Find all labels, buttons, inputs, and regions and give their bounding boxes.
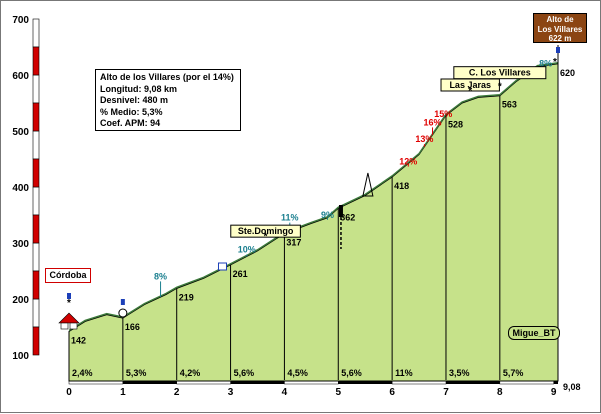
km-elevation-label: 219: [179, 292, 194, 302]
pass-marker-icon: *: [264, 232, 268, 243]
pass-marker-icon: *: [468, 86, 472, 97]
start-flag-icon: [67, 293, 71, 299]
y-tick-label: 200: [12, 295, 29, 306]
climb-info-box: Alto de los Villares (por el 14%) Longit…: [95, 69, 241, 131]
segment-gradient-label: 3,5%: [449, 368, 470, 378]
slope-annotation-label: 9%: [321, 210, 334, 220]
place-label: Las Jaras: [449, 80, 491, 90]
profile-labels: 142 166 219 261 317 362 418 528 563 620 2,4% 5,3% 4,…: [71, 59, 575, 378]
altitude-bar-segment: [32, 18, 40, 48]
summit-label-box: Alto de Los Villares 622 m: [533, 13, 587, 43]
gate-icon: [338, 205, 343, 217]
start-marker-icon: *: [67, 298, 71, 309]
altitude-bar-segment: [32, 326, 40, 356]
stat-length: Longitud: 9,08 km: [100, 83, 178, 94]
roundabout-icon: [118, 308, 128, 318]
profile-marks: **: [58, 45, 560, 380]
slope-annotation-label: 16%: [424, 117, 442, 127]
altitude-bar-segment: [32, 74, 40, 104]
segment-gradient-label: 5,7%: [503, 368, 524, 378]
x-tick-label: 9: [551, 387, 557, 398]
km-elevation-label: 362: [340, 212, 355, 222]
y-tick-label: 600: [12, 71, 29, 82]
segment-gradient-label: 11%: [395, 368, 413, 378]
x-tick-label: 7: [443, 387, 449, 398]
author-badge: Migue_BT: [508, 326, 560, 340]
y-tick-label: 500: [12, 127, 29, 138]
x-tick-label: 2: [174, 387, 180, 398]
y-tick-label: 700: [12, 15, 29, 26]
town-house-icon: [69, 322, 78, 330]
segment-gradient-label: 4,5%: [287, 368, 308, 378]
km-elevation-label: 620: [560, 68, 575, 78]
x-tick-label: 6: [389, 387, 395, 398]
altitude-bar-segment: [32, 270, 40, 300]
pass-marker-icon: *: [498, 82, 502, 93]
altitude-bar-segment: [32, 46, 40, 76]
junction-flag-icon: [120, 299, 125, 305]
slope-annotation-label: 11%: [281, 213, 299, 223]
x-tick-label: 4: [282, 387, 288, 398]
slope-annotation-label: 8%: [539, 59, 552, 69]
km-elevation-label: 563: [502, 100, 517, 110]
start-town-name: Córdoba: [49, 270, 87, 280]
summit-name-line1: Alto de: [546, 15, 574, 24]
altitude-bar-segment: [32, 186, 40, 216]
climb-title: Alto de los Villares (por el 14%): [100, 72, 234, 82]
antenna-tower-icon: [362, 172, 374, 197]
stat-average-gradient: % Medio: 5,3%: [100, 106, 163, 117]
segment-gradient-label: 5,6%: [341, 368, 362, 378]
x-tick-label: 5: [335, 387, 341, 398]
altitude-bar-segment: [32, 214, 40, 244]
town-house-icon: [60, 322, 69, 330]
author-name: Migue_BT: [512, 328, 556, 338]
km-elevation-label: 142: [71, 335, 86, 345]
x-tick-label: 1: [120, 387, 126, 398]
altitude-bar-segment: [32, 298, 40, 328]
summit-flag-icon: [556, 47, 560, 53]
segment-gradient-label: 2,4%: [72, 368, 93, 378]
place-label: C. Los Villares: [469, 68, 531, 78]
slope-annotation-label: 13%: [415, 134, 433, 144]
slope-annotation-label: 8%: [154, 271, 167, 281]
stat-elevation-gain: Desnivel: 480 m: [100, 95, 169, 105]
end-distance-label: 9,08: [563, 382, 581, 392]
stat-apm-coefficient: Coef. APM: 94: [100, 118, 161, 128]
start-town-label: Córdoba: [45, 268, 91, 283]
altitude-bar-segment: [32, 102, 40, 132]
y-tick-label: 300: [12, 239, 29, 250]
km-elevation-label: 317: [286, 237, 301, 247]
profile-ridge-line: [68, 62, 559, 332]
summit-name-line2: Los Villares: [537, 24, 583, 34]
y-tick-label: 100: [12, 351, 29, 362]
slope-annotation-label: 12%: [399, 157, 417, 167]
summit-marker-icon: *: [553, 57, 557, 68]
town-icon: [58, 312, 80, 324]
altitude-bar-segment: [32, 130, 40, 160]
segment-gradient-label: 5,6%: [234, 368, 255, 378]
km-elevation-label: 418: [394, 181, 409, 191]
summit-altitude: 622 m: [548, 34, 572, 43]
slope-annotation-label: 10%: [238, 245, 256, 255]
x-tick-label: 8: [497, 387, 503, 398]
altitude-bar-segment: [32, 158, 40, 188]
x-tick-label: 3: [228, 387, 234, 398]
x-tick-label: 0: [66, 387, 72, 398]
segment-gradient-label: 4,2%: [180, 368, 201, 378]
km-elevation-label: 261: [233, 269, 248, 279]
km-elevation-label: 528: [448, 119, 463, 129]
building-icon: [217, 262, 227, 271]
altitude-bar-segment: [32, 242, 40, 272]
y-tick-label: 400: [12, 183, 29, 194]
altitude-axis: 100 200 300 400 500 600 700 0 1 2 3 4 5 6 7 8 9: [12, 15, 558, 398]
slope-annotation-label: 15%: [434, 109, 452, 119]
place-label: Ste.Domingo: [238, 226, 294, 236]
segment-gradient-label: 5,3%: [126, 368, 147, 378]
km-elevation-label: 166: [125, 322, 140, 332]
place-label-box: [453, 66, 547, 80]
place-label-box: [230, 224, 301, 238]
